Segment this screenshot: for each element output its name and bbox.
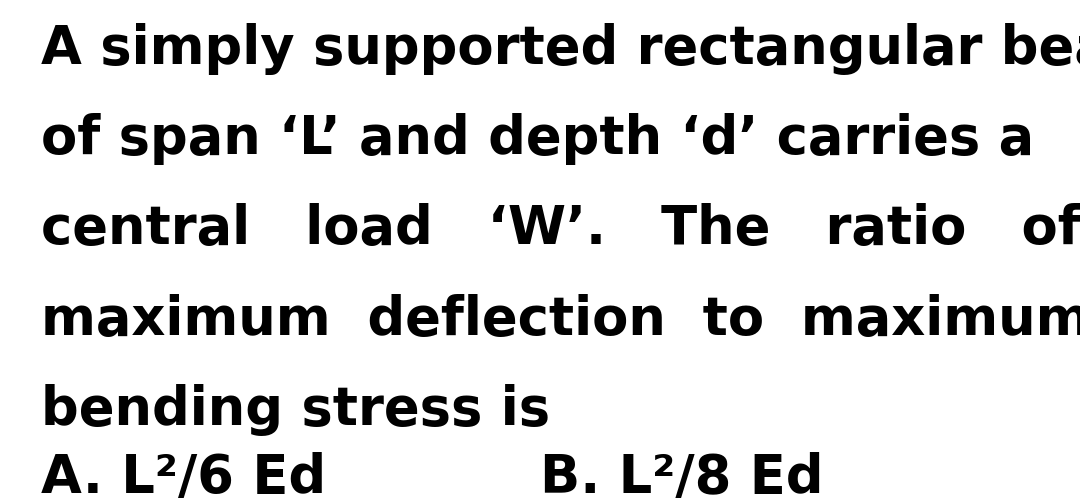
Text: B. L²/8 Ed: B. L²/8 Ed	[540, 451, 824, 501]
Text: A simply supported rectangular beam: A simply supported rectangular beam	[41, 23, 1080, 75]
Text: bending stress is: bending stress is	[41, 383, 550, 435]
Text: A. L²/6 Ed: A. L²/6 Ed	[41, 451, 326, 501]
Text: of span ‘L’ and depth ‘d’ carries a: of span ‘L’ and depth ‘d’ carries a	[41, 113, 1035, 165]
Text: central   load   ‘W’.   The   ratio   of: central load ‘W’. The ratio of	[41, 203, 1080, 255]
Text: maximum  deflection  to  maximum: maximum deflection to maximum	[41, 293, 1080, 345]
